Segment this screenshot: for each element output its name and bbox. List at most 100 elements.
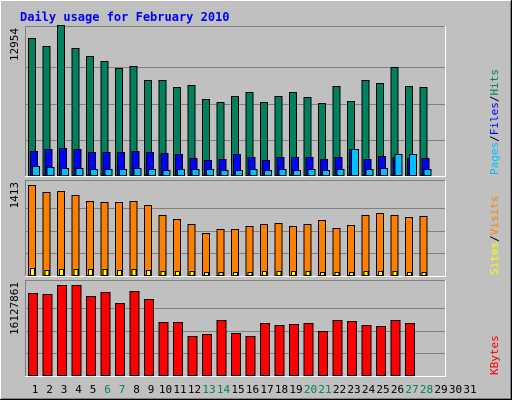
series-pages	[32, 149, 432, 176]
bar-visits-day-undefined	[303, 224, 312, 276]
bar-sites-day-undefined	[378, 271, 383, 276]
side-legend-label: KBytes	[488, 335, 501, 375]
bar-sites-day-undefined	[276, 271, 282, 276]
bar-kbytes-day-undefined	[303, 323, 314, 376]
bar-sites-day-undefined	[349, 272, 354, 276]
bar-pages-day-10	[162, 170, 171, 176]
legend-separator: /	[488, 96, 501, 103]
bar-pages-day-16	[249, 169, 258, 176]
series-kbytes	[28, 285, 415, 376]
chart-title: Daily usage for February 2010	[20, 10, 230, 24]
bar-sites-day-undefined	[247, 272, 253, 276]
x-tick-label: 3	[61, 383, 68, 396]
bar-pages-day-22	[336, 169, 345, 176]
bar-pages-day-27	[409, 154, 417, 176]
bar-sites-day-undefined	[291, 271, 296, 276]
x-tick-label: 26	[391, 383, 404, 396]
legend-separator: /	[488, 135, 501, 142]
x-tick-label: 8	[133, 383, 140, 396]
bar-visits-day-undefined	[390, 215, 399, 276]
x-tick-label: 31	[463, 383, 476, 396]
legend-visits: Visits	[488, 196, 501, 236]
x-tick-label: 17	[260, 383, 273, 396]
bar-sites-day-undefined	[88, 269, 93, 276]
series-sites	[30, 268, 427, 276]
bar-visits-day-undefined	[231, 229, 239, 276]
x-tick-label: 20	[304, 383, 317, 396]
bar-pages-day-4	[75, 168, 84, 176]
bar-pages-day-24	[365, 169, 374, 176]
bar-pages-day-5	[90, 169, 98, 176]
bar-visits-day-undefined	[158, 215, 167, 276]
x-tick-label: 7	[119, 383, 126, 396]
x-tick-label: 28	[420, 383, 433, 396]
bar-sites-day-undefined	[44, 270, 50, 276]
bar-kbytes-day-undefined	[274, 325, 285, 376]
bar-visits-day-undefined	[260, 224, 268, 276]
bar-visits-day-undefined	[57, 191, 65, 276]
x-tick-label: 19	[289, 383, 302, 396]
bar-sites-day-undefined	[392, 271, 398, 276]
bar-pages-day-20	[307, 169, 316, 176]
bar-visits-day-undefined	[376, 213, 384, 276]
bar-sites-day-undefined	[117, 270, 122, 276]
bar-visits-day-undefined	[332, 228, 341, 276]
bar-sites-day-undefined	[175, 271, 180, 276]
bar-pages-day-13	[206, 169, 214, 176]
legend-pages: Pages	[488, 142, 501, 175]
x-tick-label: 29	[434, 383, 447, 396]
bar-kbytes-day-undefined	[144, 299, 154, 376]
chart-panel-2: 1413 Sites/Visits	[8, 180, 501, 277]
bar-sites-day-undefined	[421, 272, 427, 276]
bar-kbytes-day-undefined	[71, 285, 82, 376]
bar-visits-day-undefined	[28, 185, 36, 276]
x-tick-label: 15	[231, 383, 244, 396]
legend-separator: /	[488, 235, 501, 242]
bar-visits-day-undefined	[129, 201, 138, 276]
bar-kbytes-day-undefined	[376, 326, 386, 376]
bar-sites-day-undefined	[189, 271, 195, 276]
bar-sites-day-undefined	[131, 269, 137, 276]
x-axis-labels: 1 2 3 4 5 6 7 8 9 10 11 12 13 14 15 16 17 18 19 20 21 22 23 24 2…	[32, 383, 477, 396]
bar-pages-day-6	[104, 169, 113, 176]
bar-kbytes-day-undefined	[187, 336, 198, 376]
bar-kbytes-day-undefined	[216, 320, 227, 376]
x-tick-label: 11	[173, 383, 186, 396]
bar-sites-day-undefined	[146, 270, 151, 276]
y-axis-max-label: 1413	[8, 182, 21, 209]
bar-pages-day-26	[394, 154, 403, 176]
bar-visits-day-undefined	[419, 216, 428, 276]
x-tick-label: 10	[159, 383, 172, 396]
x-tick-label: 2	[46, 383, 53, 396]
x-tick-label: 25	[376, 383, 389, 396]
bar-sites-day-undefined	[218, 272, 224, 276]
bar-kbytes-day-undefined	[405, 323, 415, 376]
bar-pages-day-2	[46, 167, 55, 176]
bar-visits-day-undefined	[202, 233, 210, 276]
bar-sites-day-undefined	[102, 269, 108, 276]
bar-pages-day-19	[293, 170, 301, 176]
bar-kbytes-day-undefined	[361, 325, 372, 376]
bar-pages-day-17	[264, 170, 272, 176]
bar-sites-day-undefined	[73, 269, 79, 276]
bar-kbytes-day-undefined	[129, 291, 140, 376]
bar-kbytes-day-undefined	[57, 285, 67, 376]
legend-kbytes: KBytes	[488, 335, 501, 375]
bar-sites-day-undefined	[262, 271, 267, 276]
x-tick-label: 24	[362, 383, 376, 396]
bar-pages-day-8	[133, 168, 142, 176]
bar-sites-day-undefined	[407, 272, 412, 276]
bar-visits-day-undefined	[42, 192, 51, 276]
series-visits	[28, 185, 428, 276]
bar-pages-day-1	[32, 166, 40, 176]
bar-visits-day-undefined	[100, 202, 109, 276]
bar-kbytes-day-undefined	[202, 334, 212, 376]
bar-kbytes-day-undefined	[260, 323, 270, 376]
bar-pages-day-23	[351, 149, 359, 176]
chart-panel-3: 16127861 KBytes	[8, 280, 501, 377]
bar-sites-day-undefined	[59, 269, 64, 276]
bar-visits-day-undefined	[318, 220, 326, 276]
x-tick-label: 27	[405, 383, 418, 396]
